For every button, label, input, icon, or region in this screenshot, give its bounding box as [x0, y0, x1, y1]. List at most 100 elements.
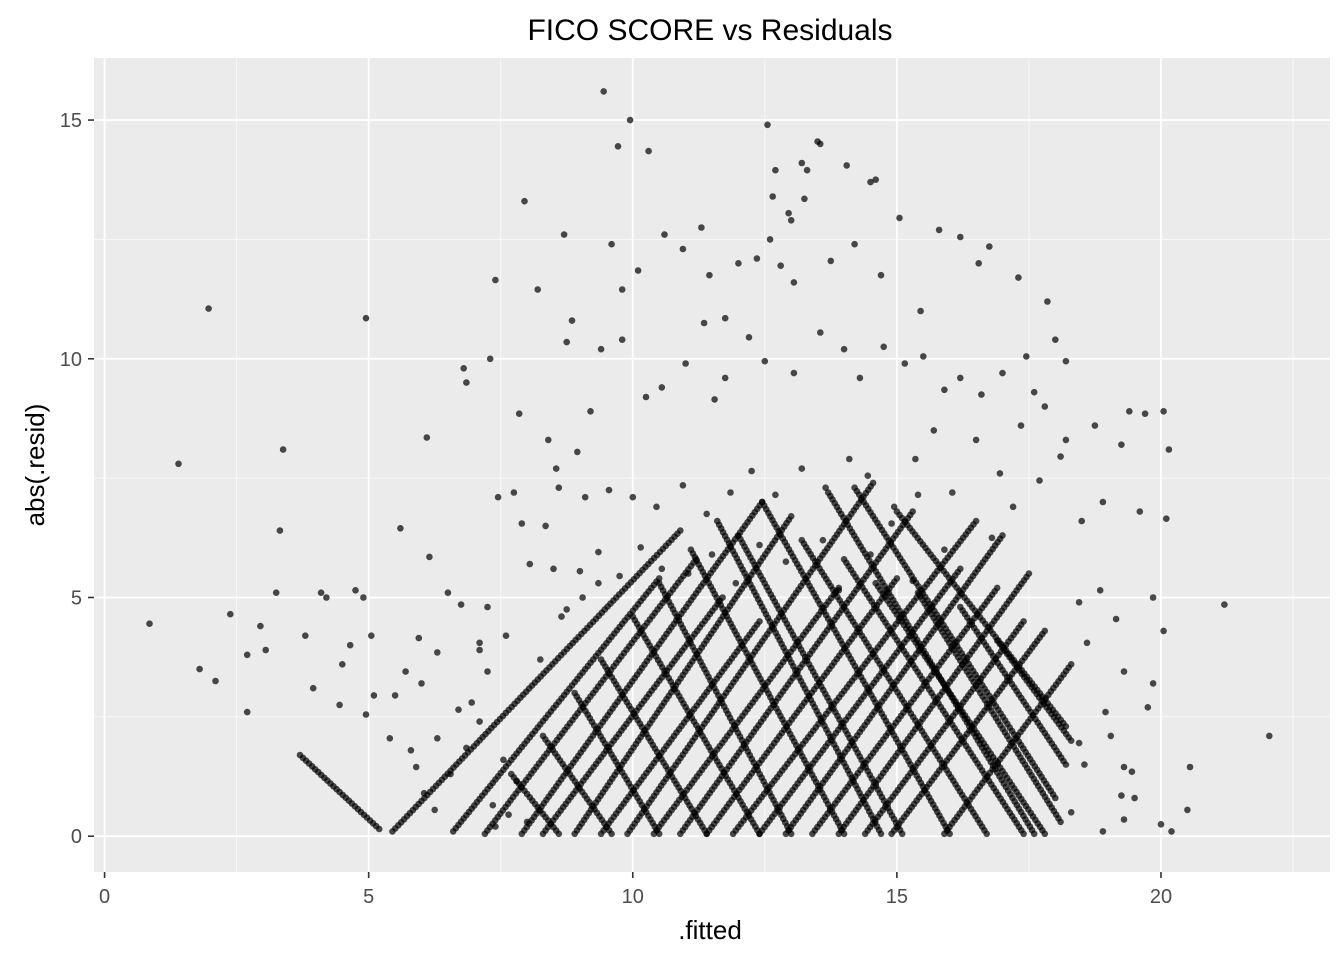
data-point: [587, 408, 594, 415]
data-point: [772, 166, 779, 174]
data-point: [1030, 830, 1038, 838]
y-tick-label: 5: [71, 587, 82, 609]
data-point: [653, 503, 660, 511]
data-point: [1221, 601, 1228, 608]
data-point: [618, 336, 626, 344]
data-point: [975, 260, 982, 267]
data-point: [1128, 768, 1136, 775]
y-tick-label: 15: [60, 110, 82, 132]
data-point: [362, 314, 370, 322]
x-tick-label: 0: [99, 886, 110, 908]
data-point: [888, 520, 895, 527]
plot-panel: [94, 58, 1330, 872]
data-point: [661, 231, 668, 238]
data-point: [412, 763, 420, 771]
data-point: [1131, 794, 1138, 802]
data-point: [917, 307, 924, 315]
data-point: [397, 525, 404, 532]
data-point: [679, 245, 687, 253]
data-point: [708, 551, 716, 558]
data-point: [703, 830, 710, 838]
data-point: [196, 665, 203, 673]
data-point: [502, 632, 510, 639]
data-point: [721, 374, 729, 382]
major-gridlines: [94, 58, 1330, 872]
data-point: [1062, 761, 1070, 768]
data-point: [790, 369, 798, 377]
data-point: [1160, 627, 1167, 635]
data-point: [375, 825, 383, 833]
data-point: [146, 620, 153, 627]
data-point: [595, 579, 602, 587]
data-point: [558, 613, 565, 620]
data-point: [1020, 830, 1027, 838]
data-point: [846, 455, 853, 463]
data-point: [626, 116, 634, 124]
data-point: [856, 374, 864, 382]
data-point: [272, 589, 280, 596]
data-point: [634, 267, 642, 274]
data-point: [346, 641, 354, 649]
data-point: [1163, 515, 1170, 522]
data-point: [1266, 732, 1273, 740]
data-point: [243, 651, 251, 659]
data-point: [761, 357, 769, 365]
data-point: [1126, 408, 1133, 415]
data-point: [698, 224, 705, 231]
data-point: [877, 271, 885, 279]
data-point: [677, 527, 684, 534]
data-point: [642, 393, 650, 401]
data-point: [1067, 809, 1075, 816]
data-point: [817, 329, 824, 336]
data-point: [753, 255, 761, 262]
data-point: [872, 176, 879, 183]
data-point: [787, 217, 795, 224]
data-point: [629, 493, 637, 501]
data-point: [840, 830, 848, 838]
data-point: [463, 379, 470, 386]
data-point: [1096, 587, 1104, 594]
data-point: [457, 601, 465, 608]
data-point: [302, 632, 309, 639]
data-point: [476, 639, 483, 647]
data-point: [500, 756, 507, 764]
data-point: [1062, 357, 1070, 365]
data-point: [492, 276, 499, 284]
data-point: [819, 536, 827, 544]
data-point: [840, 345, 848, 353]
data-point: [798, 159, 806, 167]
data-point: [402, 668, 409, 675]
data-point: [279, 446, 287, 453]
data-point: [864, 472, 872, 480]
data-point: [608, 240, 615, 248]
data-point: [1057, 453, 1064, 460]
data-point: [637, 544, 644, 551]
data-point: [579, 594, 586, 601]
data-point: [521, 197, 528, 205]
data-point: [1020, 618, 1027, 625]
data-point: [1081, 761, 1088, 768]
data-point: [790, 279, 798, 286]
data-point: [655, 575, 663, 582]
y-tick-label: 10: [60, 349, 82, 371]
data-point: [336, 701, 343, 709]
data-point: [515, 410, 523, 418]
y-axis-ticks: 0 5 10 15: [60, 110, 94, 848]
data-point: [1067, 737, 1075, 744]
data-point: [817, 140, 824, 148]
data-point: [772, 491, 779, 499]
data-point: [972, 436, 980, 444]
data-point: [957, 565, 964, 573]
data-point: [518, 520, 526, 527]
data-point: [745, 334, 753, 341]
data-point: [1160, 408, 1167, 415]
data-point: [645, 147, 652, 155]
data-point: [560, 231, 568, 238]
data-point: [205, 305, 212, 312]
data-point: [605, 486, 613, 494]
data-point: [898, 830, 906, 838]
data-point: [1023, 353, 1030, 360]
data-point: [460, 365, 468, 372]
data-point: [682, 360, 689, 367]
data-point: [782, 558, 790, 565]
